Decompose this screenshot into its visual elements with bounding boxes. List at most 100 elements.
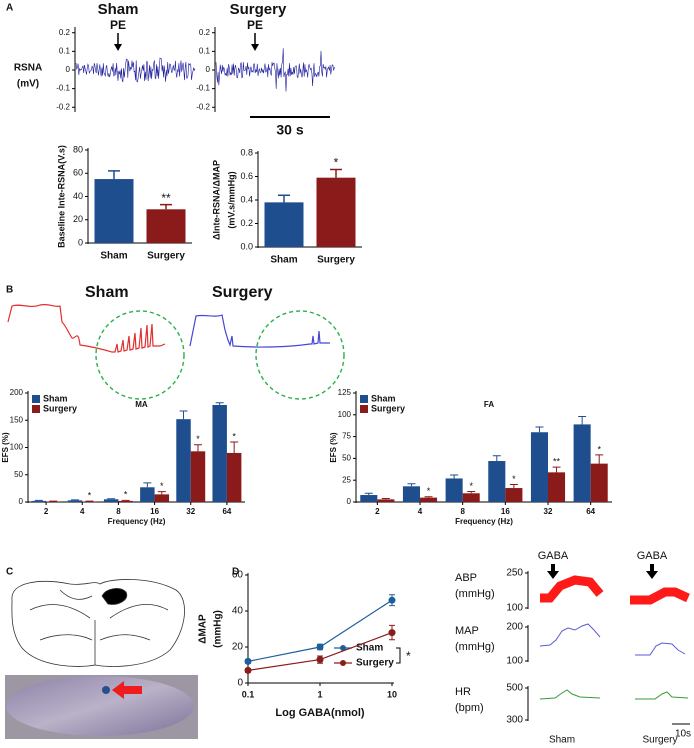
- error-bar: [578, 416, 587, 425]
- y-tick-label: 0.1: [59, 46, 71, 55]
- y-tick-label: 0.2: [59, 28, 71, 37]
- error-bar: [193, 444, 202, 452]
- y-tick-label: 0.2: [199, 28, 211, 37]
- error-bar: [407, 483, 416, 487]
- y-tick-label: 0.0: [240, 241, 253, 251]
- x-tick-label: Surgery: [147, 251, 185, 262]
- significance: *: [597, 444, 601, 454]
- error-bar: [450, 474, 459, 479]
- point: [244, 657, 252, 665]
- y-tick-label: 0: [78, 237, 83, 247]
- brain-atlas: [11, 579, 185, 667]
- y-axis-label: EFS (%): [1, 432, 10, 463]
- bar: [530, 432, 548, 502]
- y-tick-label: 0.6: [240, 171, 253, 181]
- y-tick-label: 0.4: [240, 194, 253, 204]
- error-bar: [108, 170, 120, 180]
- significance: **: [553, 456, 561, 466]
- x-tick-label: 4: [418, 507, 423, 516]
- x-tick-label: 64: [586, 507, 595, 516]
- y-axis-label: (mmHg): [213, 610, 224, 648]
- y-tick-label: 125: [338, 388, 352, 397]
- significance: *: [406, 649, 411, 663]
- point: [316, 643, 324, 651]
- x-tick-label: Sham: [270, 255, 297, 266]
- y-axis-label: (mmHg): [455, 641, 495, 653]
- condition-label: Surgery: [642, 735, 677, 746]
- highlight-circle: [95, 310, 185, 400]
- x-tick-label: 4: [80, 507, 85, 516]
- y-tick-label: 0.1: [199, 46, 211, 55]
- error-bar: [381, 498, 390, 500]
- x-tick-label: 10: [387, 689, 397, 699]
- legend-marker: [340, 660, 346, 666]
- y-tick-label: 100: [506, 656, 523, 667]
- significance: *: [427, 486, 431, 496]
- x-axis-label: Frequency (Hz): [455, 517, 513, 526]
- y-tick-label: 75: [342, 432, 351, 441]
- bar: [103, 499, 119, 502]
- bar: [140, 487, 155, 502]
- x-axis-label: Frequency (Hz): [108, 517, 166, 526]
- x-tick-label: 16: [150, 507, 159, 516]
- chart-title: MA: [135, 400, 148, 409]
- annotation-arrow: [251, 44, 259, 51]
- legend-label: Sham: [356, 643, 383, 654]
- legend-swatch: [360, 405, 368, 413]
- error-bar: [143, 482, 152, 488]
- bar: [94, 179, 134, 243]
- x-tick-label: 0.1: [242, 689, 255, 699]
- y-tick-label: 20: [73, 214, 83, 224]
- legend-swatch: [32, 405, 40, 413]
- error-bar: [552, 466, 561, 473]
- x-tick-label: 32: [186, 507, 195, 516]
- y-tick-label: 100: [338, 410, 352, 419]
- error-bar: [509, 484, 518, 489]
- annotation: PE: [110, 18, 126, 32]
- annotation-arrow: [114, 44, 122, 51]
- y-tick-label: -0.2: [196, 102, 210, 111]
- legend-marker: [340, 645, 346, 651]
- point: [388, 629, 396, 637]
- bar: [176, 419, 191, 502]
- bar: [226, 452, 242, 502]
- significance: *: [232, 431, 236, 441]
- x-tick-label: Surgery: [317, 255, 355, 266]
- y-tick-label: 50: [14, 470, 23, 479]
- recording-trace: [7, 303, 166, 353]
- y-tick-label: 60: [73, 168, 83, 178]
- error-bar: [107, 498, 116, 500]
- y-axis-label: (bpm): [455, 702, 484, 714]
- bar: [377, 499, 395, 502]
- bar: [82, 501, 97, 502]
- y-axis-label: RSNA: [14, 63, 42, 74]
- map-trace: [635, 642, 686, 656]
- panel-label: C: [6, 567, 13, 578]
- y-axis-label: (mmHg): [455, 588, 495, 600]
- y-tick-label: 300: [506, 715, 523, 726]
- y-axis-label: (mV): [17, 79, 39, 90]
- error-bar: [467, 491, 476, 494]
- panel-label: A: [6, 3, 13, 14]
- abp-trace: [630, 587, 690, 605]
- bar: [420, 497, 438, 502]
- error-bar: [492, 455, 501, 462]
- legend-swatch: [32, 395, 40, 403]
- significance-bracket: [396, 647, 401, 664]
- y-axis-label: Baseline Inte-RSNA(V.s): [56, 145, 66, 248]
- point: [244, 666, 252, 674]
- y-axis-label: ΔInte-RSNA/ΔMAP: [211, 160, 221, 240]
- significance: *: [124, 490, 128, 500]
- error-bar: [179, 410, 188, 420]
- y-tick-label: 100: [506, 603, 523, 614]
- x-axis-label: Log GABA(nmol): [275, 707, 365, 719]
- error-bar: [330, 168, 342, 178]
- x-tick-label: 32: [544, 507, 553, 516]
- significance: *: [196, 434, 200, 444]
- recording-title: Surgery: [212, 284, 273, 301]
- abp-trace: [540, 575, 604, 603]
- x-tick-label: 64: [222, 507, 231, 516]
- bar: [590, 463, 608, 502]
